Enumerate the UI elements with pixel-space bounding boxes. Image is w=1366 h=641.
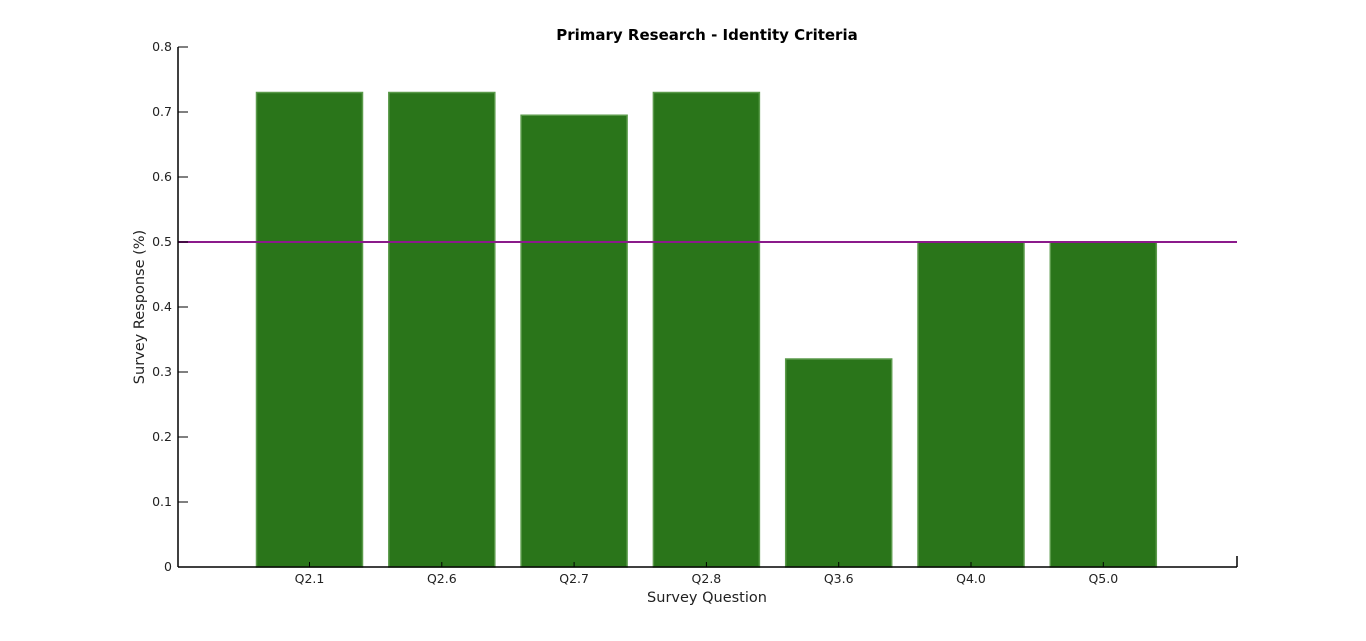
x-tick-label: Q2.1 xyxy=(295,571,325,586)
bar-q2-8 xyxy=(652,91,761,568)
bar-q4-0 xyxy=(917,241,1025,568)
x-tick-label: Q2.6 xyxy=(427,571,457,586)
y-axis-label: Survey Response (%) xyxy=(132,230,148,384)
bars-layer xyxy=(255,91,1158,568)
x-ticks-layer: Q2.1 Q2.6 Q2.7 Q2.8 Q3.6 Q4.0 Q5.0 xyxy=(295,562,1118,586)
y-tick-label: 0.1 xyxy=(152,494,172,509)
y-tick-label: 0.5 xyxy=(152,234,172,249)
x-tick-label: Q2.8 xyxy=(692,571,722,586)
bar-q2-1 xyxy=(255,91,364,568)
y-tick-label: 0 xyxy=(164,559,172,574)
bar-q3-6 xyxy=(784,358,893,568)
y-tick-label: 0.2 xyxy=(152,429,172,444)
y-tick-label: 0.8 xyxy=(152,39,172,54)
y-tick-label: 0.4 xyxy=(152,299,172,314)
x-axis-label: Survey Question xyxy=(647,590,767,606)
x-tick-label: Q2.7 xyxy=(559,571,589,586)
x-tick-label: Q5.0 xyxy=(1088,571,1118,586)
y-tick-label: 0.7 xyxy=(152,104,172,119)
bar-q2-7 xyxy=(520,114,628,568)
bar-q5-0 xyxy=(1049,241,1158,568)
chart-title: Primary Research - Identity Criteria xyxy=(556,26,857,44)
y-ticks-layer: 0 0.1 0.2 0.3 0.4 0.5 0.6 0.7 0.8 xyxy=(152,39,188,574)
y-tick-label: 0.6 xyxy=(152,169,172,184)
x-tick-label: Q4.0 xyxy=(956,571,986,586)
bar-q2-6 xyxy=(388,91,496,568)
y-tick-label: 0.3 xyxy=(152,364,172,379)
x-tick-label: Q3.6 xyxy=(824,571,854,586)
